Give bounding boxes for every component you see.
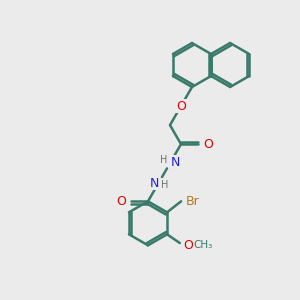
Text: H: H: [160, 155, 168, 165]
Text: O: O: [203, 138, 213, 151]
Text: CH₃: CH₃: [194, 240, 213, 250]
Text: N: N: [170, 156, 180, 169]
Text: O: O: [116, 195, 126, 208]
Text: O: O: [183, 239, 193, 252]
Text: H: H: [161, 180, 169, 190]
Text: O: O: [176, 100, 186, 112]
Text: Br: Br: [186, 195, 200, 208]
Text: N: N: [149, 177, 159, 190]
